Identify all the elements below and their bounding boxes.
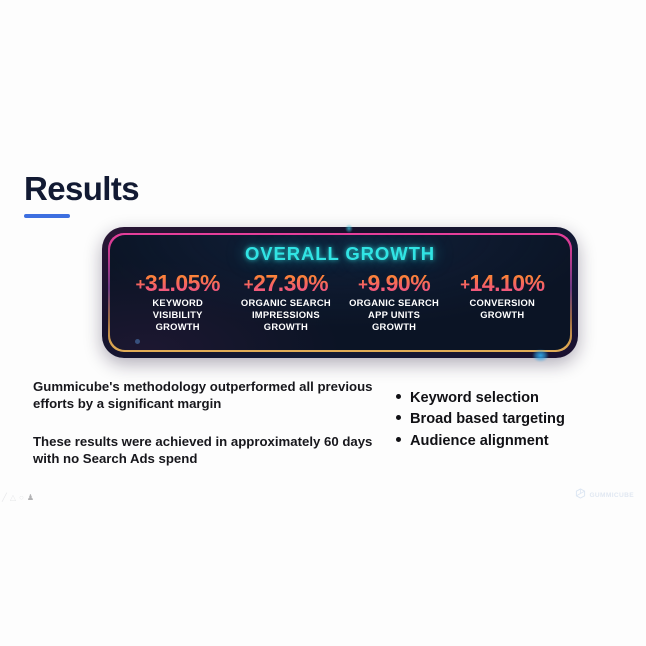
stat-label-line: VISIBILITY	[152, 309, 203, 321]
stat-label-line: GROWTH	[372, 321, 417, 333]
title-underline-accent	[24, 214, 70, 218]
stat-label-line: KEYWORD	[152, 297, 204, 309]
panel-inner-surface: OVERALL GROWTH +31.05% KEYWORD VISIBILIT…	[109, 234, 571, 351]
stat-conversion-growth: +14.10% CONVERSION GROWTH	[449, 271, 555, 322]
stat-value: +31.05%	[125, 271, 231, 296]
bullet-dot-icon	[396, 415, 401, 421]
stat-label: ORGANIC SEARCH IMPRESSIONS GROWTH	[233, 297, 339, 333]
corner-artifact-glyphs: ╱ △ ○ ♟	[2, 494, 34, 502]
stat-label-line: IMPRESSIONS	[251, 309, 320, 321]
artifact-circle-icon: ○	[18, 493, 24, 502]
bullet-column: Keyword selection Broad based targeting …	[396, 388, 634, 452]
stat-label-line: GROWTH	[480, 309, 525, 321]
stat-number: 27.30%	[253, 269, 329, 296]
stat-label-line: GROWTH	[263, 321, 308, 333]
stat-value: +9.90%	[341, 271, 447, 296]
stat-label: KEYWORD VISIBILITY GROWTH	[125, 297, 231, 333]
list-item: Broad based targeting	[396, 409, 634, 430]
overall-growth-panel: OVERALL GROWTH +31.05% KEYWORD VISIBILIT…	[102, 224, 578, 362]
panel-gradient-border: OVERALL GROWTH +31.05% KEYWORD VISIBILIT…	[108, 233, 572, 352]
stat-label-line: GROWTH	[155, 321, 200, 333]
stat-number: 9.90%	[367, 269, 431, 296]
stat-label: ORGANIC SEARCH APP UNITS GROWTH	[341, 297, 447, 333]
stat-label-line: ORGANIC SEARCH	[240, 297, 331, 309]
stat-label-line: ORGANIC SEARCH	[349, 297, 440, 309]
stat-number: 14.10%	[469, 269, 545, 296]
heading-block: Results	[24, 172, 344, 218]
stat-number: 31.05%	[144, 269, 220, 296]
body-paragraph-1: Gummicube's methodology outperformed all…	[33, 379, 373, 412]
bullet-label: Keyword selection	[410, 390, 539, 406]
artifact-pawn-icon: ♟	[26, 493, 34, 502]
stat-plus-sign: +	[460, 274, 470, 294]
list-item: Keyword selection	[396, 388, 634, 409]
stat-organic-search-impressions-growth: +27.30% ORGANIC SEARCH IMPRESSIONS GROWT…	[233, 271, 339, 334]
page-title: Results	[24, 170, 140, 207]
body-paragraph-2: These results were achieved in approxima…	[33, 433, 373, 467]
bullet-dot-icon	[396, 394, 401, 399]
list-item: Audience alignment	[396, 431, 634, 452]
bullet-list: Keyword selection Broad based targeting …	[396, 388, 634, 452]
stat-organic-search-app-units-growth: +9.90% ORGANIC SEARCH APP UNITS GROWTH	[341, 271, 447, 334]
bullet-dot-icon	[396, 436, 401, 442]
panel-dot-accent	[134, 339, 140, 345]
stat-label: CONVERSION GROWTH	[449, 297, 555, 321]
growth-panel-content: OVERALL GROWTH +31.05% KEYWORD VISIBILIT…	[110, 235, 571, 334]
body-text-column: Gummicube's methodology outperformed all…	[33, 378, 373, 468]
stat-plus-sign: +	[243, 274, 254, 294]
stats-row: +31.05% KEYWORD VISIBILITY GROWTH +27.30…	[124, 271, 557, 334]
brand-watermark: GUMMICUBE	[575, 486, 634, 504]
stat-plus-sign: +	[135, 274, 145, 294]
artifact-triangle-icon: △	[9, 493, 16, 502]
brand-name-label: GUMMICUBE	[589, 491, 634, 499]
artifact-slash-icon: ╱	[2, 493, 7, 502]
stat-keyword-visibility-growth: +31.05% KEYWORD VISIBILITY GROWTH	[125, 271, 231, 334]
bullet-label: Audience alignment	[410, 432, 549, 449]
stat-label-line: CONVERSION	[469, 297, 536, 309]
stat-label-line: APP UNITS	[368, 309, 421, 321]
growth-panel-title: OVERALL GROWTH	[244, 242, 436, 264]
panel-cyan-glow-accent	[344, 224, 353, 233]
bullet-label: Broad based targeting	[410, 411, 565, 428]
stat-value: +27.30%	[233, 271, 339, 296]
gummicube-cube-icon	[575, 486, 586, 504]
stat-value: +14.10%	[449, 271, 555, 296]
